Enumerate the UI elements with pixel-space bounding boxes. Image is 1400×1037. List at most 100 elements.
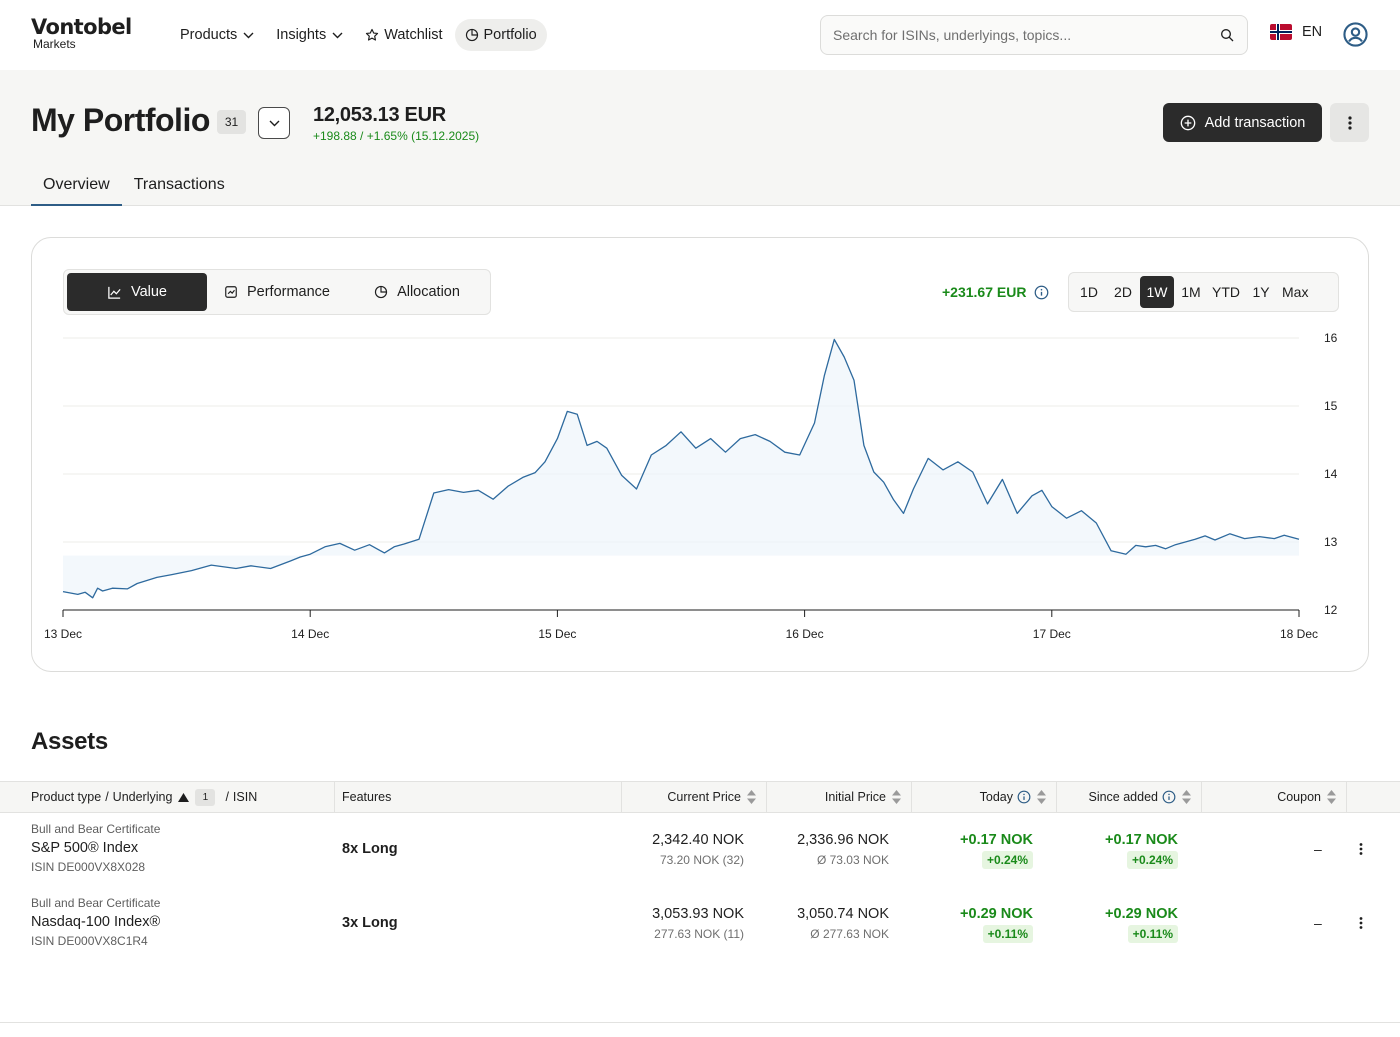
range-2d-button[interactable]: 2D (1114, 284, 1132, 300)
add-transaction-button[interactable]: Add transaction (1163, 103, 1322, 142)
language-selector[interactable]: EN (1270, 24, 1322, 40)
sort-ascending-icon[interactable] (178, 792, 190, 802)
search-input[interactable] (833, 27, 1219, 43)
y-tick-label: 14 (1324, 467, 1338, 481)
range-1m-button[interactable]: 1M (1181, 284, 1201, 300)
current-price-detail: 73.20 NOK (32) (659, 853, 744, 867)
info-icon[interactable] (1017, 790, 1031, 804)
column-coupon[interactable]: Coupon (1202, 782, 1347, 812)
user-account-button[interactable] (1343, 22, 1368, 52)
chevron-down-icon (269, 120, 279, 126)
today-change-cell: +0.29 NOK +0.11% (960, 906, 1033, 943)
column-since-added[interactable]: Since added (1057, 782, 1202, 812)
tab-overview[interactable]: Overview (31, 170, 122, 206)
norway-flag-icon (1270, 24, 1292, 40)
table-row[interactable]: Bull and Bear Certificate Nasdaq-100 Ind… (0, 894, 1400, 968)
range-1w-button[interactable]: 1W (1140, 276, 1174, 308)
tab-transactions[interactable]: Transactions (133, 176, 225, 193)
portfolio-dropdown-button[interactable] (258, 107, 290, 139)
initial-price-cell: 3,050.74 NOK Ø 277.63 NOK (797, 906, 889, 941)
product-cell: Bull and Bear Certificate S&P 500® Index… (31, 822, 160, 874)
current-price-cell: 3,053.93 NOK 277.63 NOK (11) (652, 906, 744, 941)
sort-icon (1327, 790, 1336, 804)
info-icon[interactable] (1034, 285, 1049, 300)
column-features-label: Features (342, 790, 392, 804)
chevron-down-icon (332, 32, 343, 38)
column-current-price-label: Current Price (667, 790, 741, 804)
main-nav: Products Insights Watchlist Portfolio (170, 19, 549, 51)
nav-insights[interactable]: Insights (266, 19, 353, 51)
column-today-label: Today (979, 790, 1013, 804)
today-change: +0.17 NOK (960, 832, 1033, 848)
features-cell: 3x Long (342, 915, 398, 931)
y-tick-label: 13 (1324, 535, 1338, 549)
today-change-cell: +0.17 NOK +0.24% (960, 832, 1033, 869)
x-tick-label: 16 Dec (786, 627, 824, 641)
column-since-added-label: Since added (1088, 790, 1158, 804)
performance-icon (225, 286, 237, 298)
view-performance-button[interactable]: Performance (207, 273, 347, 311)
column-today[interactable]: Today (912, 782, 1057, 812)
current-price-cell: 2,342.40 NOK 73.20 NOK (32) (652, 832, 744, 867)
coupon-value: – (1314, 915, 1322, 931)
today-change: +0.29 NOK (960, 906, 1033, 922)
column-product[interactable]: Product type / Underlying 1 / ISIN (0, 782, 335, 812)
view-value-label: Value (130, 284, 167, 300)
vertical-dots-icon (1347, 115, 1352, 130)
chart-view-switcher: Value Performance Allocation (63, 269, 491, 315)
assets-heading: Assets (31, 728, 108, 755)
page-divider (0, 1022, 1400, 1023)
initial-price-cell: 2,336.96 NOK Ø 73.03 NOK (797, 832, 889, 867)
isin: ISIN DE000VX8C1R4 (31, 934, 148, 948)
table-row[interactable]: Bull and Bear Certificate S&P 500® Index… (0, 820, 1400, 894)
range-1y-button[interactable]: 1Y (1252, 284, 1270, 300)
nav-portfolio[interactable]: Portfolio (454, 19, 547, 51)
column-initial-price[interactable]: Initial Price (767, 782, 912, 812)
view-allocation-button[interactable]: Allocation (347, 273, 487, 311)
portfolio-value-chart: 12 13 14 15 16 13 Dec 14 Dec 15 Dec 16 Dec 17 Dec… (44, 331, 1338, 641)
chart-card: 12 13 14 15 16 13 Dec 14 Dec 15 Dec 16 Dec 17 Dec… (31, 237, 1369, 672)
vertical-dots-icon (1359, 843, 1363, 855)
sort-rank-badge: 1 (195, 788, 216, 806)
column-initial-price-label: Initial Price (824, 790, 886, 804)
nav-products[interactable]: Products (170, 19, 264, 51)
more-options-button[interactable] (1330, 103, 1369, 142)
column-current-price[interactable]: Current Price (622, 782, 767, 812)
underlying-name[interactable]: Nasdaq-100 Index® (31, 914, 161, 930)
line-chart-icon (108, 286, 121, 299)
initial-price-detail: Ø 277.63 NOK (810, 927, 889, 941)
sort-icon (747, 790, 756, 804)
range-max-button[interactable]: Max (1282, 284, 1309, 300)
since-added-pct: +0.24% (1126, 851, 1178, 869)
vontobel-logo[interactable]: Vontobel Markets (31, 14, 132, 51)
portfolio-tabs: Overview Transactions (31, 170, 237, 206)
nav-watchlist[interactable]: Watchlist (355, 19, 452, 51)
position-count-badge: 31 (217, 110, 246, 134)
sort-icon (892, 790, 901, 804)
column-coupon-label: Coupon (1277, 790, 1321, 804)
since-added-change: +0.29 NOK (1105, 906, 1178, 922)
product-cell: Bull and Bear Certificate Nasdaq-100 Ind… (31, 896, 160, 948)
row-menu-button[interactable] (1354, 915, 1368, 931)
search-icon[interactable] (1219, 27, 1235, 43)
nav-insights-label: Insights (276, 27, 327, 43)
row-menu-button[interactable] (1354, 841, 1368, 857)
x-tick-label: 15 Dec (538, 627, 576, 641)
star-icon (366, 28, 379, 41)
current-price: 2,342.40 NOK (652, 832, 744, 848)
language-code: EN (1302, 24, 1323, 40)
column-product-label: Product type (31, 790, 102, 804)
info-icon[interactable] (1162, 790, 1176, 804)
range-ytd-button[interactable]: YTD (1212, 284, 1240, 300)
series-line (62, 338, 1300, 599)
add-transaction-label: Add transaction (1204, 114, 1306, 131)
range-1d-button[interactable]: 1D (1080, 284, 1098, 300)
time-range-selector: 1D 2D 1W 1M YTD 1Y Max (1068, 272, 1339, 312)
underlying-name[interactable]: S&P 500® Index (31, 840, 139, 856)
view-allocation-label: Allocation (397, 284, 460, 300)
x-tick-label: 13 Dec (44, 627, 82, 641)
initial-price: 3,050.74 NOK (797, 906, 889, 922)
y-tick-label: 15 (1324, 399, 1338, 413)
since-added-cell: +0.17 NOK +0.24% (1105, 832, 1178, 869)
view-value-button[interactable]: Value (67, 273, 207, 311)
